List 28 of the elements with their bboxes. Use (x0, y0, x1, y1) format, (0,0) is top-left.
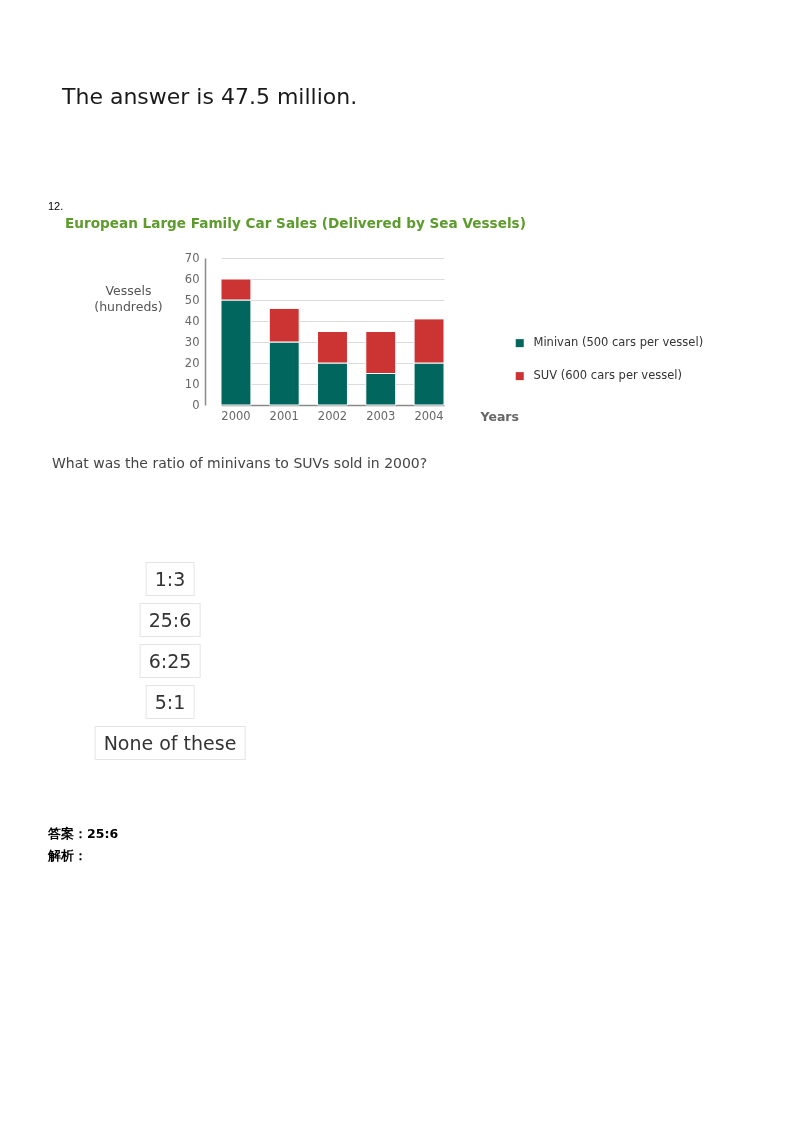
text: 5:1 (145, 685, 195, 719)
y-axis-title: Vessels (hundreds) (94, 282, 163, 314)
x-tick-label: 2000 (221, 408, 251, 423)
x-tick-label: 2003 (366, 408, 396, 423)
y-tick-label: 50 (184, 292, 200, 307)
y-tick-label: 70 (184, 250, 200, 265)
text: 解析： (48, 848, 87, 863)
legend-label: Minivan (500 cars per vessel) (533, 335, 704, 350)
text: 答案：25:6 (48, 826, 119, 841)
text: 25:6 (139, 603, 201, 637)
y-tick-label: 60 (184, 271, 200, 286)
text: None of these (94, 726, 246, 760)
x-axis-title: Years (479, 408, 519, 424)
y-tick-label: 0 (192, 397, 200, 412)
y-tick-label: 10 (184, 376, 200, 391)
text: What was the ratio of minivans to SUVs sold in 2000? (52, 455, 428, 472)
y-tick-label: 20 (184, 355, 200, 370)
text: 12. (48, 200, 64, 214)
text: The answer is 47.5 million. (62, 84, 358, 111)
legend-label: SUV (600 cars per vessel) (533, 368, 682, 383)
x-tick-label: 2002 (317, 408, 348, 423)
x-tick-label: 2001 (269, 408, 299, 423)
chart-title: European Large Family Car Sales (Delivered by Sea Vessels) (65, 215, 526, 232)
text: 6:25 (139, 644, 201, 678)
y-tick-label: 40 (184, 313, 200, 328)
y-tick-label: 30 (184, 334, 200, 349)
text: 1:3 (145, 562, 195, 596)
x-tick-label: 2004 (414, 408, 444, 423)
